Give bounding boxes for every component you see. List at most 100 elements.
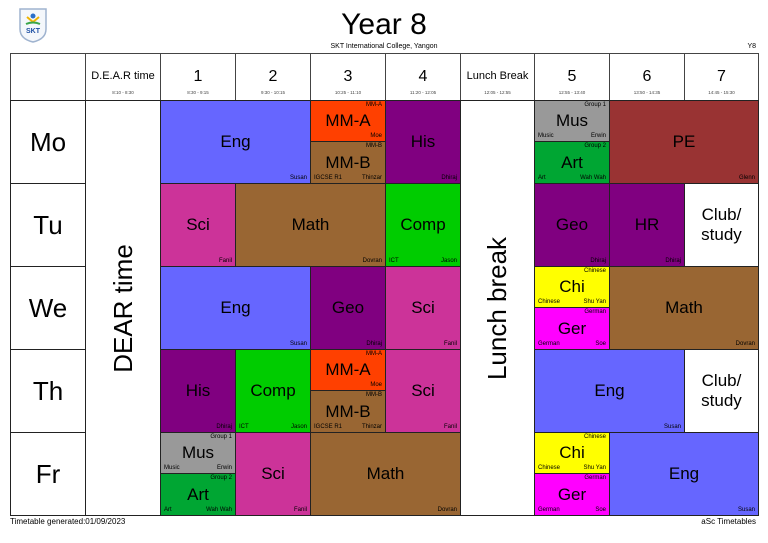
subject-label: Math [291,215,330,235]
column-time: 8:30 - 9:15 [187,90,209,95]
day-label-mo: Mo [10,100,86,184]
lesson-tu-sci[interactable]: Sci Fanil [160,183,236,267]
subject-label: HR [634,215,660,235]
lesson-mo-his[interactable]: His Dhiraj [385,100,461,184]
room-label: IGCSE R1 [314,175,343,181]
column-time: 9:30 - 10:15 [260,90,286,95]
column-time: 14:45 - 15:30 [708,90,735,95]
day-label-fr: Fr [10,432,86,516]
teacher-label: Susan [737,507,755,513]
school-name: SKT International College, Yangon [330,43,438,50]
teacher-label: Dhiraj [590,258,606,264]
room-label: ICT [389,258,399,264]
column-header-7: 7 14:45 - 15:30 [684,53,759,101]
lesson-we-ger[interactable]: German Ger German Soe [534,307,610,350]
lesson-tu-comp[interactable]: Comp ICT Jason [385,183,461,267]
subject-label: Comp [250,381,296,401]
subject-label: Mus [555,111,589,131]
subject-label: Eng [668,464,700,484]
lesson-mo-eng[interactable]: Eng Susan [160,100,311,184]
subject-label: His [185,381,211,401]
subject-label: Geo [331,298,365,318]
lesson-th-eng[interactable]: Eng Susan [534,349,685,433]
lesson-th-mm-a[interactable]: MM-A MM-A Moe [310,349,386,391]
column-label: Lunch Break [466,70,529,82]
teacher-label: Dhiraj [441,175,457,181]
subject-label: Math [665,298,703,318]
teacher-label: Wah Wah [580,175,606,181]
teacher-label: Fanil [443,424,457,430]
lesson-we-sci[interactable]: Sci Fanil [385,266,461,350]
lesson-tu-hr[interactable]: HR Dhiraj [609,183,685,267]
room-label: ICT [239,424,249,430]
lesson-fr-chi[interactable]: Chinese Chi Chinese Shu Yan [534,432,610,474]
subject-label: Comp [400,215,446,235]
teacher-label: Moe [370,382,382,388]
column-time: 10:25 - 11:10 [334,90,362,95]
teacher-label: Thinzar [361,424,382,430]
column-time: 13:50 - 14:35 [633,90,661,95]
lesson-th-sci[interactable]: Sci Fanil [385,349,461,433]
column-time: 12:05 - 12:55 [484,90,511,95]
lesson-fr-eng[interactable]: Eng Susan [609,432,759,516]
teacher-label: Dovran [437,507,457,513]
room-label: Music [164,465,180,471]
room-label: Chinese [538,465,561,471]
subject-label: Eng [594,381,625,401]
column-label: 3 [343,68,353,85]
subject-label: PE [672,132,696,152]
column-header-5: 5 12:55 - 13:40 [534,53,610,101]
column-header-6: 6 13:50 - 14:35 [609,53,685,101]
lesson-mo-art[interactable]: Group 2 Art Art Wah Wah [534,141,610,184]
group-label: Group 1 [210,434,232,440]
subject-label: Chi [559,277,585,297]
lesson-th-comp[interactable]: Comp ICT Jason [235,349,311,433]
subject-label: MM-A [325,360,371,380]
room-label: German [538,341,560,347]
lesson-th-mm-b[interactable]: MM-B MM-B IGCSE R1 Thinzar [310,390,386,433]
group-label: MM-B [366,143,382,149]
teacher-label: Soe [595,341,606,347]
lesson-fr-sci[interactable]: Sci Fanil [235,432,311,516]
lesson-mo-mm-a[interactable]: MM-A MM-A Moe [310,100,386,142]
group-label: MM-A [366,102,382,108]
teacher-label: Fanil [443,341,457,347]
lesson-fr-art[interactable]: Group 2 Art Art Wah Wah [160,473,236,516]
lesson-tu-club-study[interactable]: Club/ study [684,183,759,267]
group-label: MM-B [366,392,382,398]
lesson-tu-math[interactable]: Math Dovran [235,183,386,267]
subject-label: Club/ study [701,371,742,410]
subject-label: Chi [559,443,585,463]
lesson-fr-math[interactable]: Math Dovran [310,432,461,516]
subject-label: Mus [181,443,215,463]
group-label: Chinese [583,268,606,274]
lesson-we-math[interactable]: Math Dovran [609,266,759,350]
group-label: German [584,475,606,481]
subject-label: Sci [261,464,285,484]
lesson-mo-mm-b[interactable]: MM-B MM-B IGCSE R1 Thinzar [310,141,386,184]
lesson-we-chi[interactable]: Chinese Chi Chinese Shu Yan [534,266,610,308]
teacher-label: Dhiraj [366,341,382,347]
lesson-mo-pe[interactable]: PE Glenn [609,100,759,184]
lesson-fr-mus[interactable]: Group 1 Mus Music Erwin [160,432,236,474]
column-header-4: 4 11:20 - 12:05 [385,53,461,101]
lesson-we-geo[interactable]: Geo Dhiraj [310,266,386,350]
column-header-1: 1 8:30 - 9:15 [160,53,236,101]
lesson-tu-geo[interactable]: Geo Dhiraj [534,183,610,267]
group-label: Group 1 [584,102,606,108]
lesson-th-club-study[interactable]: Club/ study [684,349,759,433]
dear-time-block: DEAR time [85,100,161,516]
lesson-th-his[interactable]: His Dhiraj [160,349,236,433]
room-label: Art [164,507,172,513]
column-header-lunch: Lunch Break 12:05 - 12:55 [460,53,535,101]
lesson-we-eng[interactable]: Eng Susan [160,266,311,350]
column-header-3: 3 10:25 - 11:10 [310,53,386,101]
group-label: German [584,309,606,315]
subject-label: Art [561,152,583,172]
svg-text:SKT: SKT [26,28,41,35]
lesson-mo-mus[interactable]: Group 1 Mus Music Erwin [534,100,610,142]
lesson-fr-ger[interactable]: German Ger German Soe [534,473,610,516]
column-label: 5 [567,68,577,85]
teacher-label: Susan [289,341,307,347]
subject-label: Club/ study [701,205,742,244]
